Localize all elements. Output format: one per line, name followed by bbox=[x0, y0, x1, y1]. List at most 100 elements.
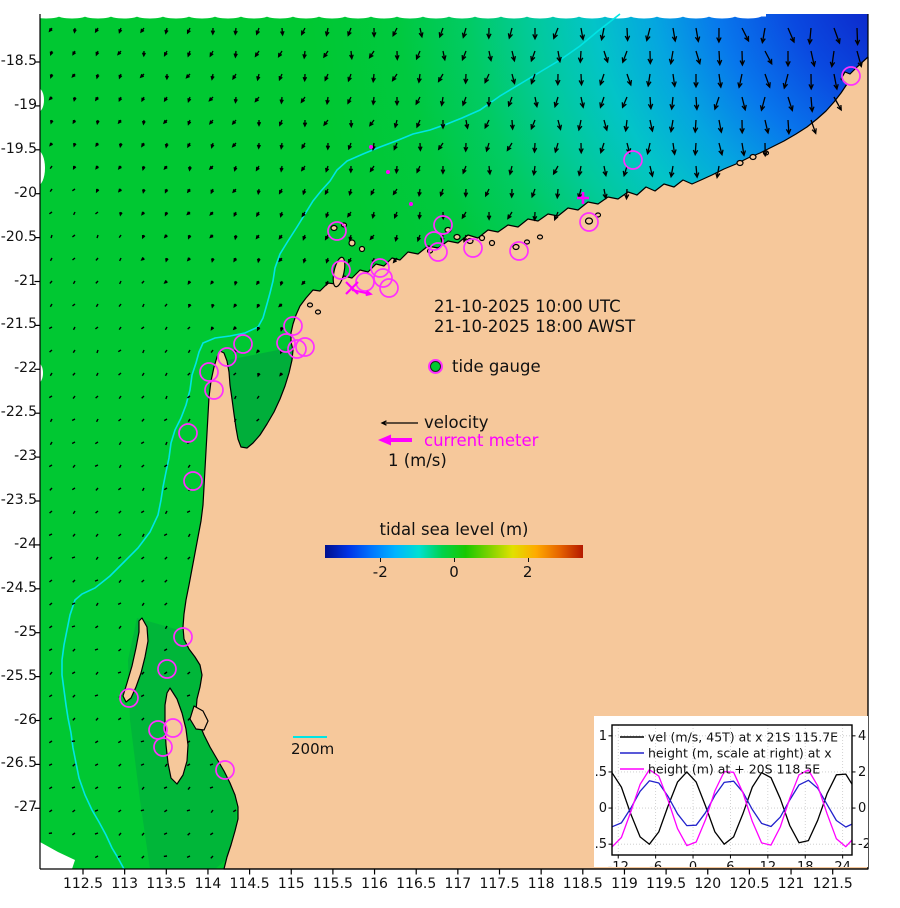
tide-gauge-marker bbox=[215, 760, 235, 780]
tide-gauge-marker bbox=[370, 258, 390, 278]
svg-text:-12: -12 bbox=[608, 860, 629, 867]
y-tick-label: -25.5 bbox=[0, 667, 37, 684]
tide-gauge-marker bbox=[433, 215, 453, 235]
svg-text:0: 0 bbox=[858, 801, 866, 816]
x-tick-label: 117.5 bbox=[479, 876, 520, 892]
inset-series-line bbox=[611, 768, 853, 848]
tide-gauge-marker bbox=[355, 272, 375, 292]
tide-gauge-marker bbox=[841, 66, 861, 86]
svg-text:2: 2 bbox=[858, 765, 866, 780]
y-tick-label: -21.5 bbox=[0, 316, 37, 333]
tide-gauge-marker bbox=[157, 659, 177, 679]
svg-text:-2: -2 bbox=[858, 837, 868, 852]
y-tick-label: -24 bbox=[14, 535, 37, 552]
y-tick-label: -19.5 bbox=[0, 140, 37, 157]
timestamp-awst: 21-10-2025 18:00 AWST bbox=[434, 317, 636, 336]
colorbar-tick-label: -2 bbox=[372, 563, 388, 581]
inset-series-line bbox=[611, 779, 853, 828]
tide-gauge-marker bbox=[183, 471, 203, 491]
colorbar-tick-label: 0 bbox=[449, 563, 459, 581]
svg-text:18: 18 bbox=[797, 860, 814, 867]
y-tick-label: -25 bbox=[14, 623, 37, 640]
y-tick-label: -27 bbox=[14, 799, 37, 816]
svg-text:12: 12 bbox=[760, 860, 777, 867]
tide-gauge-marker bbox=[327, 221, 347, 241]
svg-text:1: 1 bbox=[599, 729, 607, 744]
tide-gauge-icon bbox=[430, 361, 441, 372]
tide-gauge-marker bbox=[173, 627, 193, 647]
y-tick-label: -22 bbox=[14, 360, 37, 377]
x-tick-label: 113 bbox=[111, 876, 138, 892]
tide-gauge-marker bbox=[217, 347, 237, 367]
x-tick-label: 116 bbox=[361, 876, 388, 892]
x-tick-label: 120.5 bbox=[729, 876, 770, 892]
y-tick-label: -18.5 bbox=[0, 53, 37, 69]
x-tick-label: 121 bbox=[777, 876, 805, 892]
tide-gauge-marker bbox=[463, 238, 483, 258]
svg-text:0.5: 0.5 bbox=[594, 765, 607, 780]
velocity-legend-label: velocity bbox=[424, 413, 489, 432]
tide-gauge-legend-label: tide gauge bbox=[452, 357, 541, 376]
tide-gauge-marker bbox=[204, 380, 224, 400]
x-tick-label: 119 bbox=[611, 876, 638, 892]
isobath-legend-line bbox=[293, 736, 327, 738]
tide-gauge-marker bbox=[428, 242, 448, 262]
inset-legend-label: vel (m/s, 45T) at x 21S 115.7E bbox=[648, 730, 838, 745]
tide-gauge-marker bbox=[295, 337, 315, 357]
tide-gauge-marker bbox=[424, 231, 444, 251]
tide-gauge-marker bbox=[379, 278, 399, 298]
x-tick-label: 115 bbox=[277, 876, 305, 892]
svg-text:6: 6 bbox=[726, 860, 734, 867]
x-tick-label: 115.5 bbox=[312, 876, 353, 892]
colorbar-tick-label: 2 bbox=[522, 563, 533, 581]
colorbar-tick bbox=[380, 558, 382, 562]
x-tick-label: 121.5 bbox=[812, 876, 853, 892]
tide-gauge-marker bbox=[119, 688, 139, 708]
inset-legend-label: height (m) at + 20S 118.5E bbox=[648, 762, 820, 777]
tide-gauge-marker bbox=[331, 260, 351, 280]
svg-text:0: 0 bbox=[689, 860, 697, 867]
x-tick-label: 116.5 bbox=[396, 876, 437, 892]
x-tick-label: 113.5 bbox=[146, 876, 187, 892]
y-tick-label: -26.5 bbox=[0, 755, 37, 772]
y-tick-label: -24.5 bbox=[0, 579, 37, 596]
x-tick-label: 118.5 bbox=[562, 876, 603, 892]
svg-text:0: 0 bbox=[599, 801, 607, 816]
tide-gauge-marker bbox=[163, 718, 183, 738]
y-tick-label: -26 bbox=[14, 711, 37, 728]
svg-text:24: 24 bbox=[834, 860, 851, 867]
tide-gauge-marker bbox=[276, 333, 296, 353]
y-tick-label: -23 bbox=[14, 448, 37, 465]
current-meter-legend-label: current meter bbox=[424, 431, 539, 450]
inset-legend-label: height (m, scale at right) at x bbox=[648, 746, 832, 761]
y-tick-label: -20.5 bbox=[0, 228, 37, 245]
y-tick-label: -21 bbox=[14, 272, 37, 289]
colorbar bbox=[325, 545, 583, 558]
svg-text:-0.5: -0.5 bbox=[594, 837, 607, 852]
isobath-legend-label: 200m bbox=[291, 740, 335, 758]
current-meter-x-marker bbox=[345, 281, 359, 295]
tide-gauge-marker bbox=[233, 334, 253, 354]
inset-series-line bbox=[611, 771, 853, 845]
y-tick-label: -20 bbox=[14, 184, 37, 201]
y-tick-label: -23.5 bbox=[0, 492, 37, 508]
velocity-scale-label: 1 (m/s) bbox=[388, 451, 447, 470]
colorbar-tick bbox=[454, 558, 455, 562]
y-tick-label: -22.5 bbox=[0, 404, 37, 421]
timestamp-utc: 21-10-2025 10:00 UTC bbox=[434, 297, 621, 316]
current-meter-plus-marker bbox=[577, 192, 589, 204]
svg-text:-6: -6 bbox=[649, 860, 662, 867]
x-tick-label: 118 bbox=[527, 876, 555, 892]
tide-gauge-marker bbox=[509, 241, 529, 261]
colorbar-tick bbox=[527, 558, 529, 562]
tide-gauge-marker bbox=[623, 150, 643, 170]
x-tick-label: 114 bbox=[194, 876, 222, 892]
tide-gauge-marker bbox=[178, 423, 198, 443]
x-tick-label: 117 bbox=[444, 876, 472, 892]
y-tick-label: -19 bbox=[14, 96, 37, 113]
x-tick-label: 120 bbox=[694, 876, 722, 892]
